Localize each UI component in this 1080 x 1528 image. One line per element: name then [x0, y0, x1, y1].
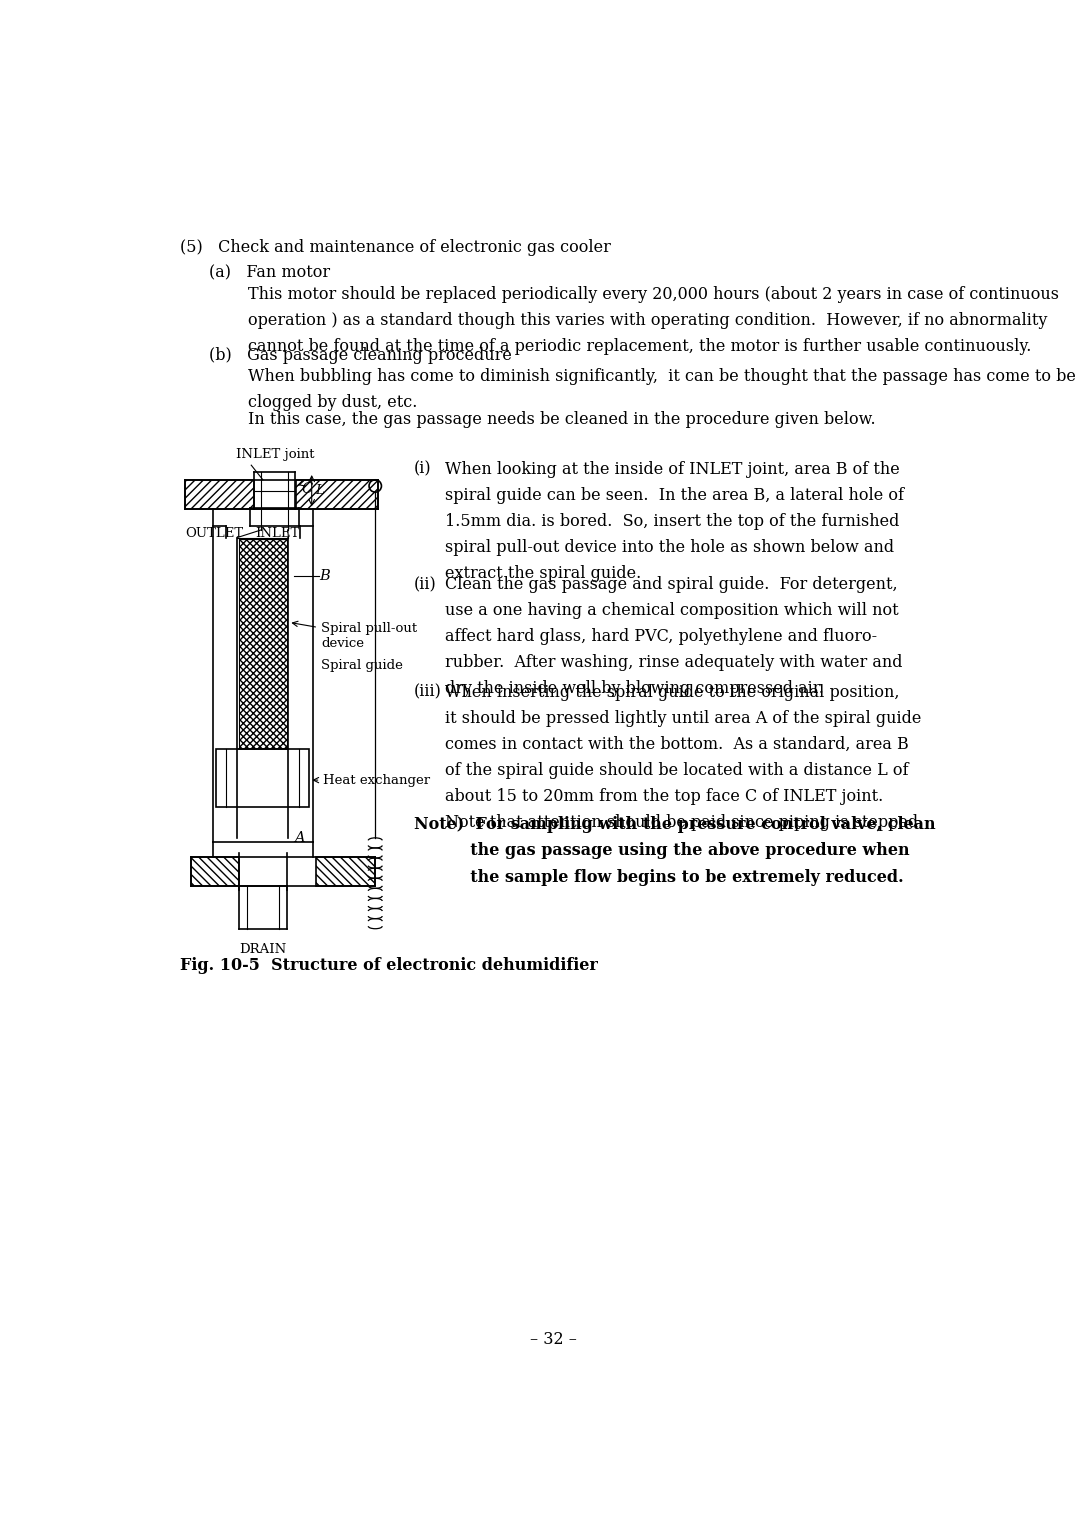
Bar	[296, 480, 378, 509]
Text: (5)   Check and maintenance of electronic gas cooler: (5) Check and maintenance of electronic …	[180, 238, 611, 255]
Bar	[191, 857, 239, 886]
Text: When bubbling has come to diminish significantly,  it can be thought that the pa: When bubbling has come to diminish signi…	[248, 368, 1076, 411]
Text: – 32 –: – 32 –	[530, 1331, 577, 1348]
Text: INLET: INLET	[255, 527, 299, 541]
Text: DRAIN: DRAIN	[240, 943, 286, 955]
Text: Spiral guide: Spiral guide	[321, 659, 403, 672]
Bar	[239, 539, 287, 749]
Text: When inserting the spiral guide to the original position,
it should be pressed l: When inserting the spiral guide to the o…	[445, 685, 923, 831]
Text: A: A	[294, 831, 305, 845]
Text: Note)  For sampling with the pressure control valve, clean
          the gas pas: Note) For sampling with the pressure con…	[414, 816, 935, 886]
Text: (b)   Gas passage cleaning procedure: (b) Gas passage cleaning procedure	[210, 347, 512, 364]
Text: Clean the gas passage and spiral guide.  For detergent,
use a one having a chemi: Clean the gas passage and spiral guide. …	[445, 576, 903, 697]
Text: Fig. 10-5  Structure of electronic dehumidifier: Fig. 10-5 Structure of electronic dehumi…	[180, 957, 598, 975]
Bar	[216, 749, 309, 807]
Text: B: B	[320, 568, 330, 584]
Bar	[186, 480, 254, 509]
Text: (i): (i)	[414, 460, 432, 478]
Text: This motor should be replaced periodically every 20,000 hours (about 2 years in : This motor should be replaced periodical…	[248, 286, 1059, 354]
Text: Heat exchanger: Heat exchanger	[313, 773, 431, 787]
Text: (ii): (ii)	[414, 576, 436, 593]
Text: Spiral pull-out
device: Spiral pull-out device	[293, 622, 417, 651]
Bar	[316, 857, 375, 886]
Text: OUTLET: OUTLET	[186, 527, 243, 541]
Text: When looking at the inside of INLET joint, area B of the
spiral guide can be see: When looking at the inside of INLET join…	[445, 460, 904, 582]
Text: In this case, the gas passage needs be cleaned in the procedure given below.: In this case, the gas passage needs be c…	[248, 411, 876, 428]
Text: (iii): (iii)	[414, 685, 442, 701]
Text: INLET joint: INLET joint	[235, 448, 314, 460]
Text: L: L	[314, 484, 324, 497]
Text: (a)   Fan motor: (a) Fan motor	[210, 264, 330, 281]
Text: C: C	[301, 483, 313, 497]
